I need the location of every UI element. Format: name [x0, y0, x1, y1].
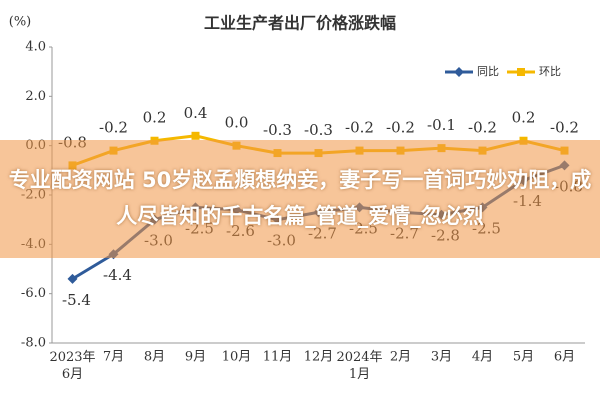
x-tick-label: 7月	[103, 350, 124, 365]
data-label: 0.4	[184, 104, 208, 122]
y-tick-label: 2.0	[25, 89, 46, 104]
data-label: -4.4	[103, 266, 132, 284]
x-tick-label: 2024年 1月	[336, 350, 382, 382]
data-label: -0.2	[468, 119, 497, 137]
x-tick-label: 9月	[185, 350, 206, 365]
legend-label: 同比	[477, 65, 499, 78]
x-tick-label: 8月	[144, 350, 165, 365]
data-label: 0.0	[225, 114, 249, 132]
data-label: -0.2	[550, 119, 579, 137]
data-label: -0.2	[386, 119, 415, 137]
data-label: -0.3	[263, 121, 292, 139]
point	[517, 68, 525, 76]
data-label: 0.2	[512, 109, 536, 127]
x-tick-label: 12月	[304, 350, 334, 365]
x-tick-label: 11月	[263, 350, 293, 365]
point	[191, 131, 200, 140]
x-tick-label: 2月	[390, 350, 411, 365]
data-label: -0.2	[99, 119, 128, 137]
x-tick-label: 10月	[222, 350, 252, 365]
point	[67, 273, 78, 284]
y-tick-label: -8.0	[21, 336, 46, 351]
x-tick-label: 4月	[472, 350, 493, 365]
x-tick-label: 6月	[554, 350, 575, 365]
chart-title: 工业生产者出厂价格涨跌幅	[204, 14, 396, 33]
x-tick-label: 2023年 6月	[49, 350, 95, 382]
point	[454, 67, 464, 77]
y-label: (%)	[9, 15, 32, 30]
x-tick-label: 3月	[431, 350, 452, 365]
data-label: -0.2	[345, 119, 374, 137]
data-label: 0.2	[143, 109, 167, 127]
banner[interactable]: 专业配资网站 50岁赵孟頫想纳妾，妻子写一首词巧妙劝阻，成人尽皆知的千古名篇_管…	[0, 140, 600, 258]
data-label: -0.3	[304, 121, 333, 139]
data-label: -5.4	[62, 291, 91, 309]
y-tick-label: 4.0	[25, 40, 46, 55]
legend-label: 环比	[539, 65, 561, 78]
x-tick-label: 5月	[513, 350, 534, 365]
y-tick-label: -6.0	[21, 286, 46, 301]
data-label: -0.1	[427, 116, 456, 134]
